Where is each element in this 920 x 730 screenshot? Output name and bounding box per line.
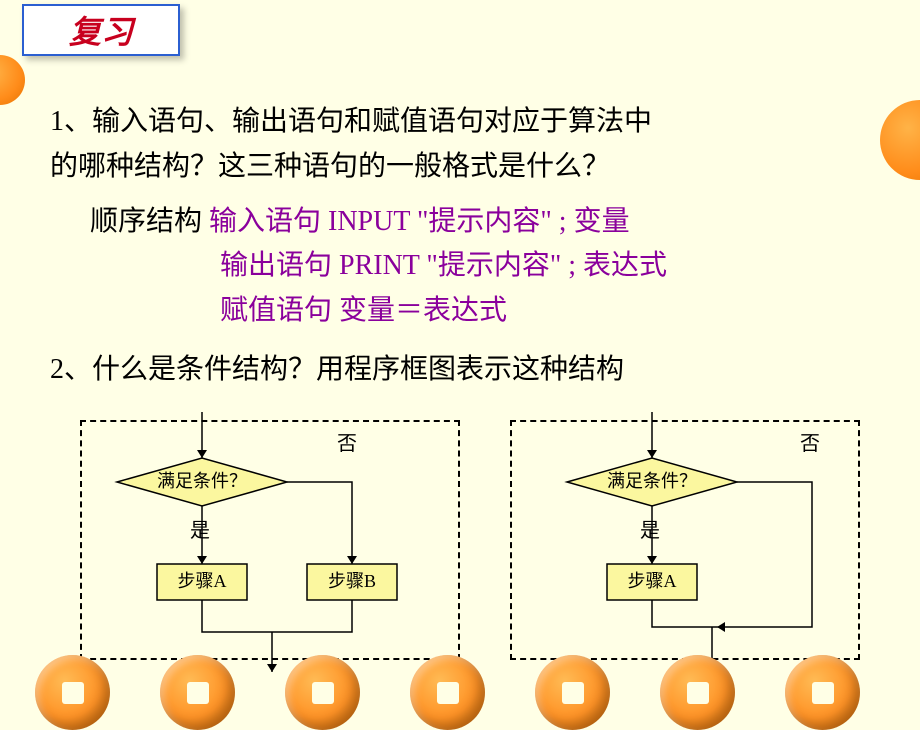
- svg-text:满足条件？: 满足条件？: [607, 471, 697, 491]
- decorative-orb-right: [880, 100, 920, 180]
- svg-text:是: 是: [640, 520, 660, 542]
- answer-input-stmt: 输入语句 INPUT "提示内容" ; 变量: [209, 206, 630, 237]
- coin-icon: [785, 655, 860, 730]
- svg-text:是: 是: [190, 520, 210, 542]
- review-title-text: 复习: [69, 7, 133, 53]
- coin-icon: [35, 655, 110, 730]
- content-area: 1、输入语句、输出语句和赋值语句对应于算法中 的哪种结构？这三种语句的一般格式是…: [50, 100, 880, 393]
- review-title-box: 复习: [22, 4, 180, 56]
- question-2: 2、什么是条件结构？用程序框图表示这种结构: [50, 348, 880, 393]
- answer-prefix: 顺序结构: [90, 206, 202, 237]
- svg-text:步骤B: 步骤B: [328, 571, 376, 591]
- coin-icon: [660, 655, 735, 730]
- coin-icon: [285, 655, 360, 730]
- coin-icon: [160, 655, 235, 730]
- svg-text:否: 否: [800, 433, 820, 455]
- svg-text:步骤A: 步骤A: [628, 571, 677, 591]
- flowchart-area: 满足条件？ 步骤A 步骤B 否是 满足条件？ 步骤A 否是: [80, 420, 880, 675]
- question-1-line1: 1、输入语句、输出语句和赋值语句对应于算法中: [50, 100, 880, 145]
- coin-icon: [410, 655, 485, 730]
- svg-text:步骤A: 步骤A: [178, 571, 227, 591]
- question-1-line2: 的哪种结构？这三种语句的一般格式是什么？: [50, 145, 880, 190]
- svg-text:否: 否: [337, 433, 357, 455]
- answer-assign-stmt: 赋值语句 变量＝表达式: [220, 289, 880, 334]
- answer-output-stmt: 输出语句 PRINT "提示内容" ; 表达式: [220, 244, 880, 289]
- flowchart-left-box: 满足条件？ 步骤A 步骤B 否是: [80, 420, 460, 660]
- flowchart-right-box: 满足条件？ 步骤A 否是: [510, 420, 860, 660]
- decorative-orb-left: [0, 55, 25, 105]
- svg-text:满足条件？: 满足条件？: [157, 471, 247, 491]
- coin-icon: [535, 655, 610, 730]
